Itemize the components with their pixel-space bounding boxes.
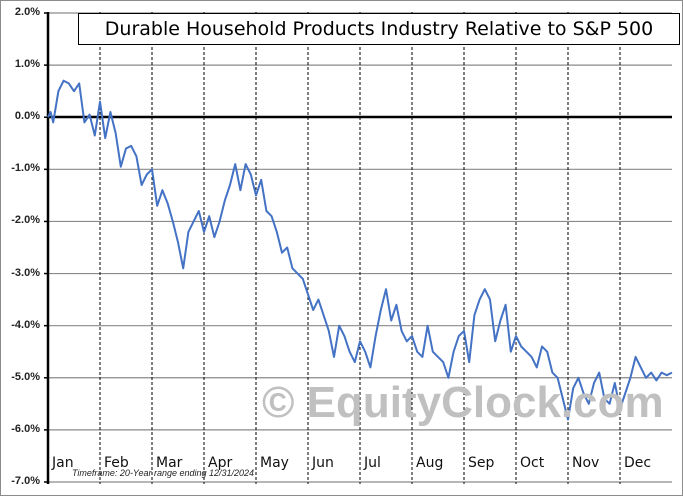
- x-tick-label: Mar: [156, 455, 183, 471]
- x-tick-label: Dec: [624, 455, 652, 471]
- y-tick-label: -6.0%: [11, 422, 40, 435]
- chart-title: Durable Household Products Industry Rela…: [78, 13, 680, 45]
- x-tick-label: Feb: [104, 455, 129, 471]
- y-tick-label: -1.0%: [11, 162, 40, 175]
- y-tick-label: -4.0%: [11, 318, 40, 331]
- y-tick-label: -2.0%: [11, 214, 40, 227]
- y-tick-label: -7.0%: [11, 475, 40, 487]
- timeframe-note: Timeframe: 20-Year range ending 12/31/20…: [72, 468, 255, 478]
- relative-performance-line: [47, 79, 673, 421]
- y-tick-label: 1.0%: [14, 58, 40, 71]
- x-tick-label: May: [260, 455, 289, 471]
- watermark-text: © EquityClock.com: [262, 378, 664, 427]
- x-tick-label: Sep: [468, 455, 495, 471]
- y-tick-label: 2.0%: [14, 6, 40, 18]
- y-tick-label: 0.0%: [14, 110, 40, 123]
- x-tick-label: Jun: [312, 455, 334, 471]
- x-tick-label: Jan: [52, 455, 74, 471]
- y-tick-label: -3.0%: [11, 266, 40, 279]
- x-tick-label: Oct: [520, 455, 545, 471]
- y-tick-label: -5.0%: [11, 370, 40, 383]
- month-divider-lines: [99, 12, 621, 484]
- x-tick-label: Nov: [572, 455, 600, 471]
- y-axis-ticks: [44, 12, 48, 483]
- x-tick-label: Jul: [364, 455, 381, 471]
- x-tick-label: Aug: [416, 455, 444, 471]
- x-tick-label: Apr: [208, 455, 233, 471]
